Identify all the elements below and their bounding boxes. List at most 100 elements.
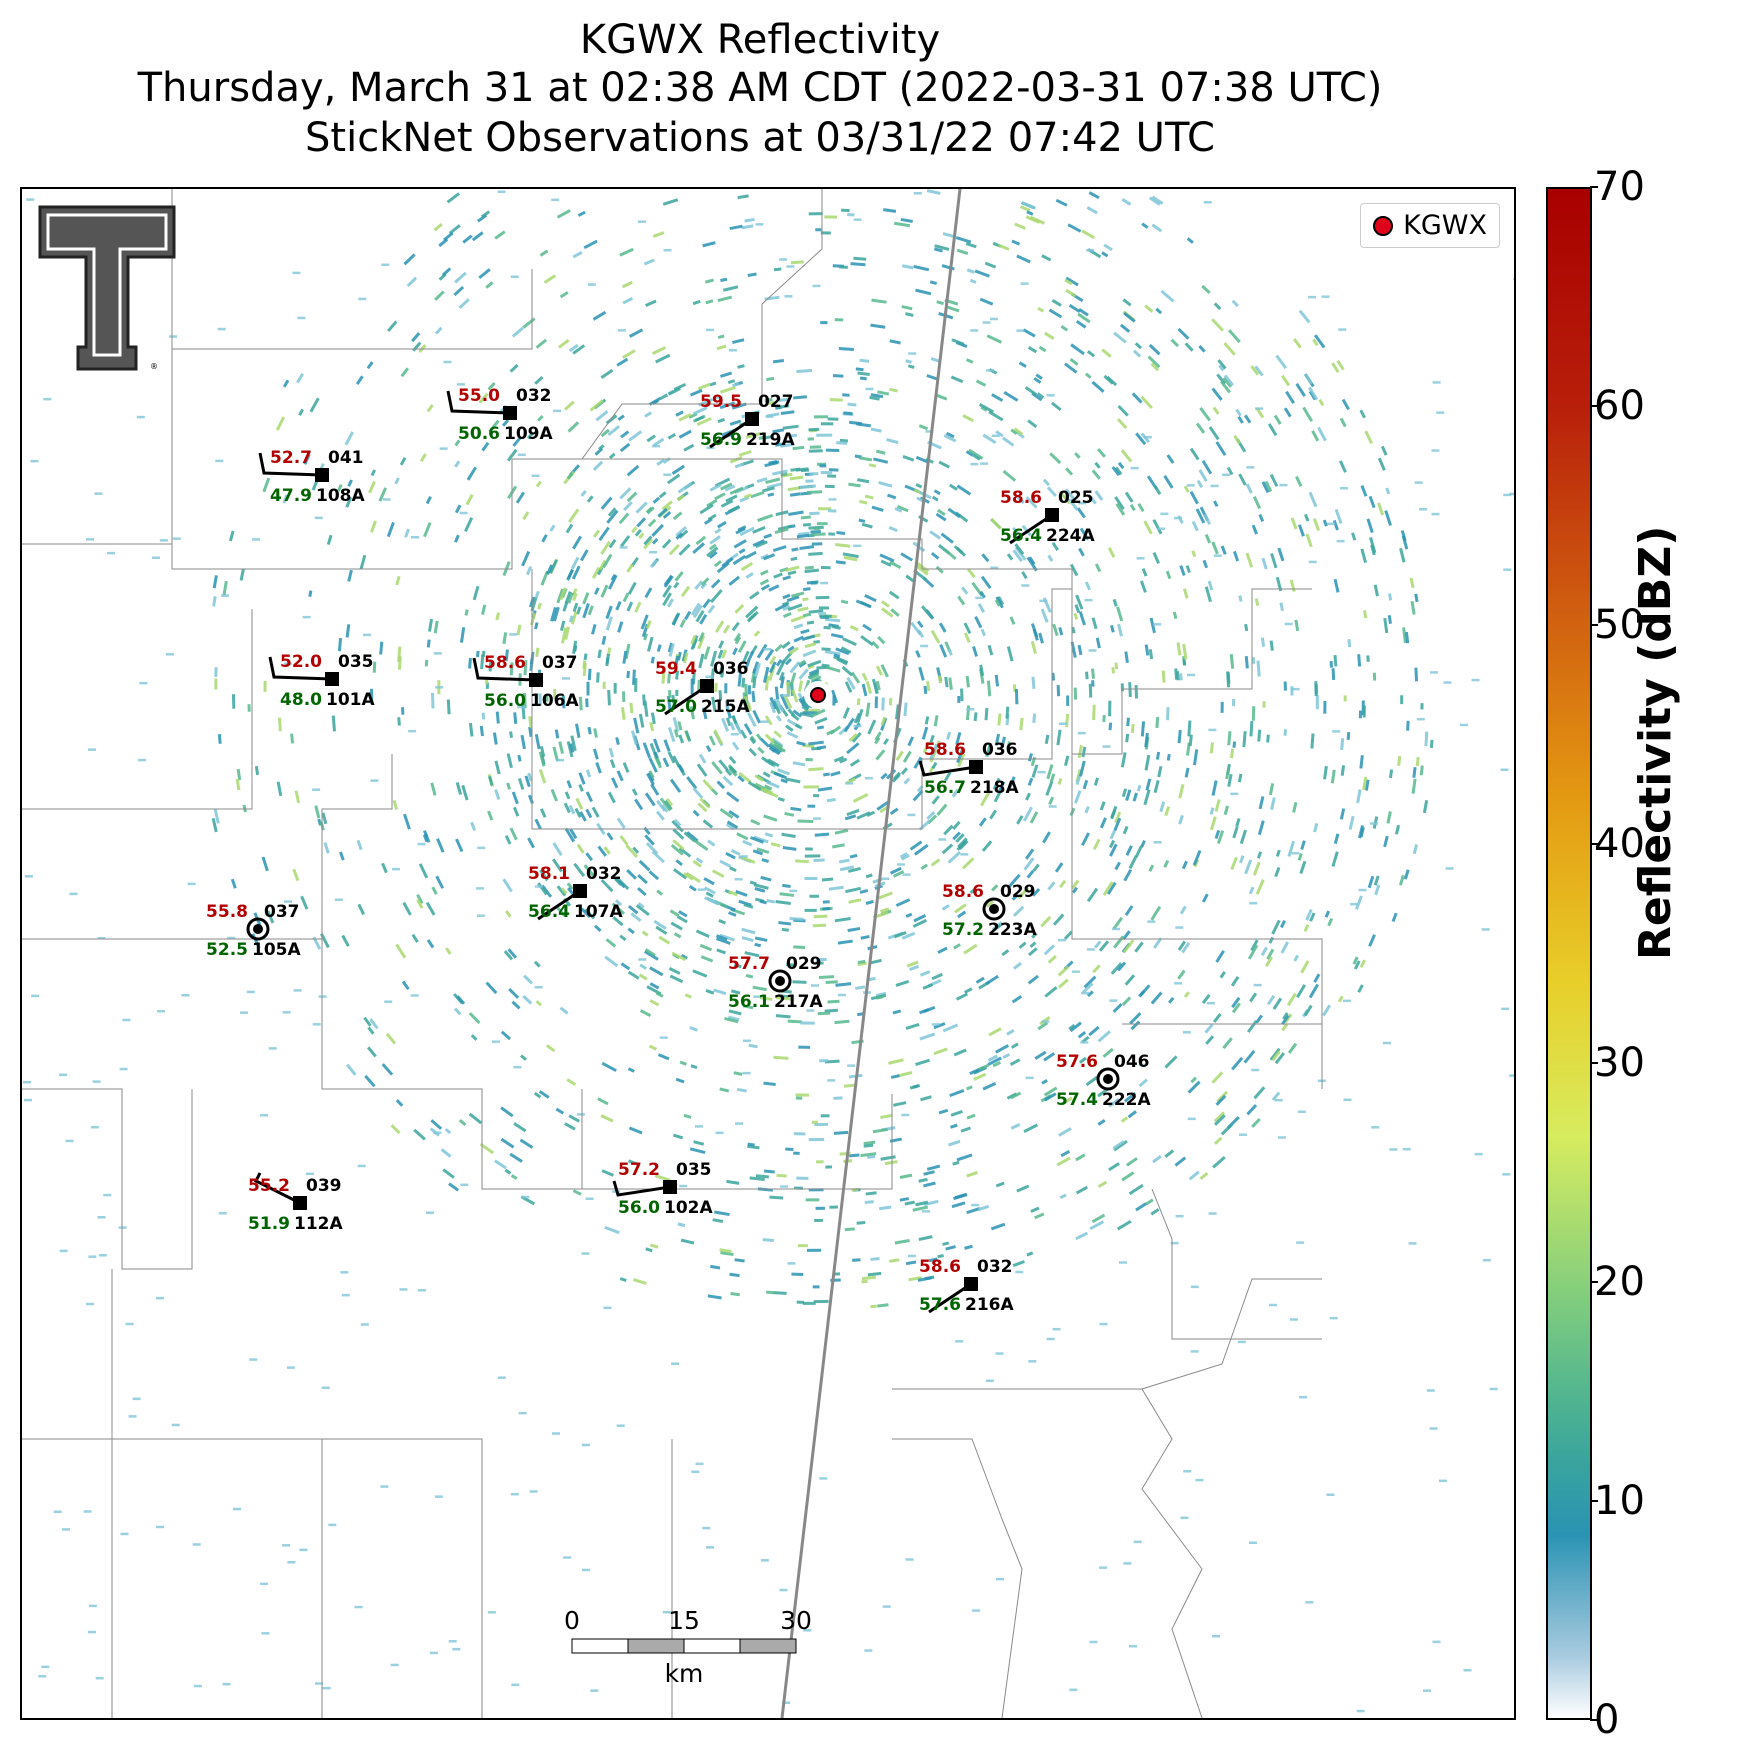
echo-gate [1313, 973, 1321, 983]
echo-gate [1110, 962, 1123, 975]
echo-gate [513, 1122, 527, 1133]
echo-gate [750, 818, 761, 826]
echo-gate [656, 799, 667, 812]
echo-gate [1177, 940, 1187, 951]
echo-gate [448, 224, 461, 235]
echo-gate [1295, 475, 1303, 487]
echo-gate [385, 1032, 397, 1045]
echo-gate [727, 1015, 740, 1022]
echo-gate [607, 689, 611, 706]
echo-gate [384, 1000, 393, 1003]
radar-map[interactable]: 55.0 032 50.6 109A 59.5 027 56.9 219A 52.7 041 47.… [20, 187, 1516, 1720]
echo-gate [1292, 801, 1298, 813]
echo-gate [619, 835, 629, 846]
echo-gate [1500, 768, 1509, 772]
echo-gate [941, 904, 950, 911]
echo-gate [822, 900, 830, 904]
echo-gate [820, 422, 834, 426]
echo-gate [807, 659, 822, 668]
echo-gate [907, 736, 915, 747]
echo-gate [534, 590, 540, 599]
echo-gate [900, 552, 914, 562]
echo-gate [509, 827, 518, 841]
echo-gate [798, 680, 803, 692]
echo-gate [1130, 466, 1139, 470]
echo-gate [974, 616, 983, 629]
echo-gate [779, 676, 785, 689]
echo-gate [1132, 792, 1138, 802]
echo-gate [597, 845, 607, 857]
echo-gate [764, 784, 773, 791]
echo-gate [679, 1184, 688, 1188]
echo-gate [642, 742, 652, 759]
echo-gate [340, 1271, 349, 1274]
echo-gate [86, 538, 95, 541]
echo-gate [894, 1239, 910, 1245]
echo-gate [705, 745, 712, 753]
echo-gate [1101, 251, 1109, 258]
echo-gate [1212, 1013, 1222, 1023]
echo-gate [703, 886, 716, 895]
echo-gate [1366, 655, 1370, 662]
echo-gate [1411, 778, 1417, 794]
echo-gate [1271, 1050, 1281, 1062]
echo-gate [718, 690, 723, 701]
echo-gate [991, 434, 1000, 438]
echo-gate [795, 1096, 803, 1100]
echo-gate [1389, 1148, 1398, 1151]
echo-gate [773, 743, 786, 753]
dewpoint-label: 56.0 [484, 691, 526, 711]
echo-gate [827, 417, 839, 421]
echo-gate [1196, 479, 1204, 489]
echo-gate [776, 699, 784, 712]
echo-gate [404, 528, 410, 538]
echo-gate [431, 886, 438, 895]
echo-gate [1024, 386, 1038, 396]
echo-gate [786, 265, 795, 268]
echo-gate [1287, 840, 1296, 857]
echo-gate [1002, 469, 1017, 482]
echo-gate [575, 723, 581, 739]
echo-gate [746, 650, 755, 662]
echo-gate [1273, 414, 1282, 425]
echo-gate [570, 735, 577, 752]
echo-gate [766, 898, 776, 904]
echo-gate [1088, 649, 1097, 652]
echo-gate [861, 522, 873, 529]
echo-gate [827, 999, 840, 1004]
echo-gate [1204, 586, 1212, 603]
echo-gate [612, 916, 624, 927]
echo-gate [880, 1155, 896, 1161]
echo-gate [923, 1199, 939, 1207]
echo-gate [849, 853, 858, 859]
echo-gate [527, 794, 534, 805]
echo-gate [929, 280, 938, 286]
echo-gate [817, 786, 833, 792]
echo-gate [674, 571, 684, 582]
echo-gate [1011, 894, 1019, 901]
echo-gate [778, 671, 785, 681]
echo-gate [1019, 717, 1024, 731]
echo-gate [1086, 206, 1098, 215]
echo-gate [535, 647, 540, 657]
echo-gate [966, 1207, 981, 1215]
echo-gate [813, 415, 828, 419]
echo-gate [523, 660, 528, 676]
echo-gate [1312, 518, 1320, 532]
